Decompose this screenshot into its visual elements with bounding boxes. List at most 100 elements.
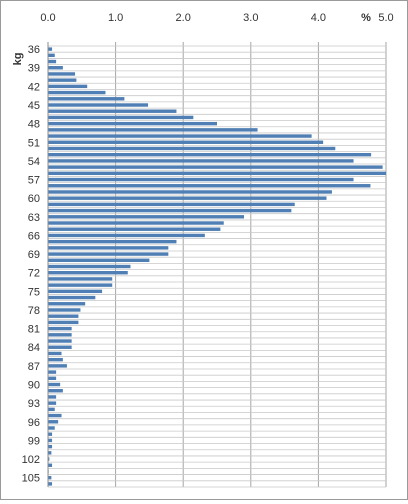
bar bbox=[48, 252, 169, 256]
y-tick-label: 66 bbox=[28, 230, 40, 242]
bar bbox=[48, 401, 57, 405]
bar bbox=[48, 208, 292, 213]
y-tick-label: 63 bbox=[28, 212, 40, 224]
bar bbox=[48, 177, 354, 182]
y-axis-title: kg bbox=[12, 53, 24, 66]
bar bbox=[48, 146, 336, 151]
x-tick-label: 5.0 bbox=[378, 12, 393, 24]
bar bbox=[48, 66, 63, 70]
y-tick-label: 72 bbox=[28, 268, 40, 280]
bar bbox=[48, 246, 169, 250]
bar bbox=[48, 308, 81, 312]
bar bbox=[48, 159, 354, 163]
bar bbox=[48, 53, 55, 58]
x-tick-label: 4.0 bbox=[311, 12, 326, 24]
bar bbox=[48, 109, 177, 113]
y-tick-label: 105 bbox=[22, 473, 40, 485]
bar bbox=[48, 233, 205, 238]
bar bbox=[48, 128, 258, 132]
bar bbox=[48, 475, 52, 480]
bar bbox=[48, 171, 386, 176]
bar bbox=[48, 152, 372, 157]
y-tick-label: 54 bbox=[28, 156, 40, 168]
bar bbox=[48, 302, 86, 306]
bar bbox=[48, 333, 72, 337]
bar bbox=[48, 345, 72, 349]
bar bbox=[48, 451, 52, 455]
y-tick-label: 87 bbox=[28, 361, 40, 373]
bar bbox=[48, 395, 57, 399]
y-tick-label: 102 bbox=[22, 454, 40, 466]
bar bbox=[48, 140, 324, 144]
x-axis-title: % bbox=[361, 12, 371, 24]
bar bbox=[48, 271, 128, 275]
bar bbox=[48, 264, 131, 269]
bar bbox=[48, 295, 96, 300]
bar bbox=[48, 239, 177, 244]
y-tick-label: 99 bbox=[28, 435, 40, 447]
y-tick-label: 57 bbox=[28, 175, 40, 187]
bar bbox=[48, 84, 88, 89]
bar bbox=[48, 351, 62, 356]
bar bbox=[48, 121, 217, 126]
y-tick-label: 78 bbox=[28, 305, 40, 317]
bar bbox=[48, 457, 50, 461]
y-tick-label: 48 bbox=[28, 119, 40, 131]
bar bbox=[48, 339, 72, 343]
bar bbox=[48, 190, 332, 194]
y-tick-label: 75 bbox=[28, 286, 40, 298]
bar bbox=[48, 59, 57, 64]
bar bbox=[48, 221, 224, 225]
y-tick-label: 51 bbox=[28, 137, 40, 149]
bar bbox=[48, 438, 53, 443]
bar bbox=[48, 420, 59, 424]
bar bbox=[48, 463, 53, 467]
bar bbox=[48, 314, 79, 318]
bar bbox=[48, 47, 53, 51]
y-tick-label: 69 bbox=[28, 249, 40, 261]
y-tick-label: 36 bbox=[28, 44, 40, 56]
bar bbox=[48, 407, 55, 412]
bar bbox=[48, 258, 150, 262]
bar bbox=[48, 115, 194, 120]
bar bbox=[48, 289, 103, 294]
bar bbox=[48, 103, 149, 107]
x-tick-label: 3.0 bbox=[243, 12, 258, 24]
y-tick-label: 39 bbox=[28, 63, 40, 75]
y-tick-label: 60 bbox=[28, 193, 40, 205]
bar bbox=[48, 227, 221, 231]
bar bbox=[48, 370, 57, 374]
y-tick-label: 84 bbox=[28, 342, 40, 354]
y-tick-label: 93 bbox=[28, 398, 40, 410]
bar bbox=[48, 389, 63, 393]
x-tick-labels: 0.0 1.0 2.0 3.0 4.0 5.0 bbox=[40, 12, 393, 24]
bar bbox=[48, 277, 113, 281]
bar bbox=[48, 426, 55, 430]
x-tick-label: 1.0 bbox=[108, 12, 123, 24]
y-tick-label: 90 bbox=[28, 380, 40, 392]
bar bbox=[48, 134, 312, 138]
y-tick-label: 81 bbox=[28, 324, 40, 336]
bar bbox=[48, 364, 67, 368]
y-tick-label: 96 bbox=[28, 417, 40, 429]
bar bbox=[48, 444, 53, 449]
bar bbox=[48, 165, 383, 169]
bars bbox=[48, 47, 386, 486]
y-tick-labels: 36 39 42 45 48 51 54 57 60 63 66 69 72 75 78 81 84 87 90 93… bbox=[22, 44, 40, 485]
bar bbox=[48, 72, 76, 76]
bar bbox=[48, 215, 245, 219]
bar bbox=[48, 382, 61, 387]
bar bbox=[48, 202, 295, 207]
bar bbox=[48, 78, 77, 82]
x-tick-label: 0.0 bbox=[40, 12, 55, 24]
bar bbox=[48, 283, 113, 287]
bar bbox=[48, 184, 371, 188]
bar bbox=[48, 482, 53, 486]
y-tick-label: 42 bbox=[28, 81, 40, 93]
bar bbox=[48, 90, 106, 95]
gridlines bbox=[47, 42, 387, 488]
bar bbox=[48, 413, 62, 418]
x-tick-label: 2.0 bbox=[176, 12, 191, 24]
